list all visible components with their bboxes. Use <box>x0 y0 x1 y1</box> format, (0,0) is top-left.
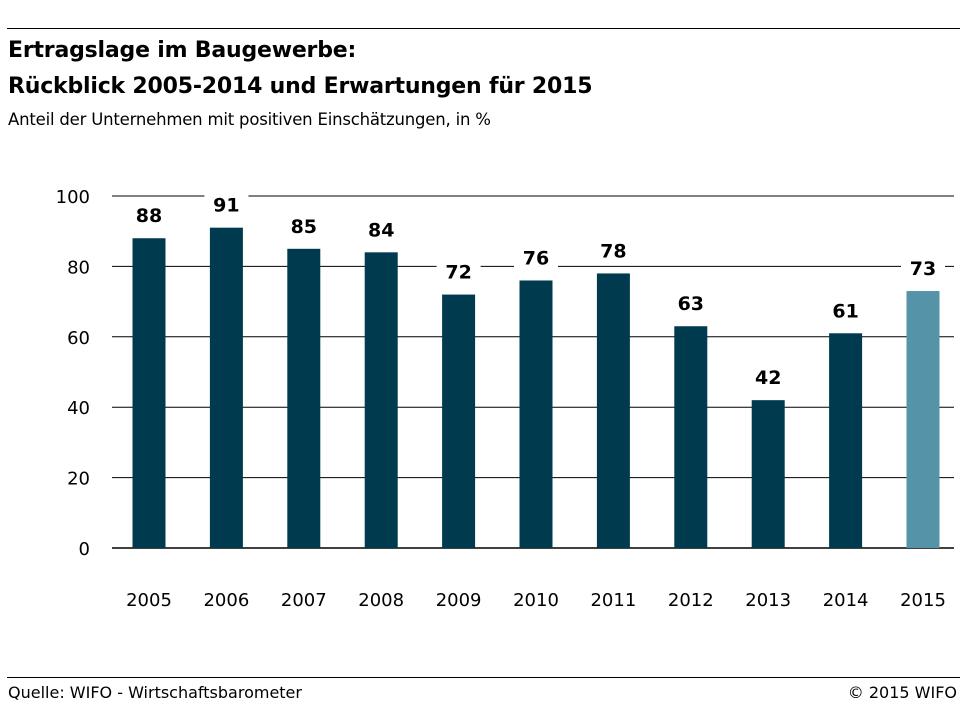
data-label: 63 <box>678 293 704 315</box>
data-label-background <box>901 254 945 281</box>
bar-2006 <box>209 227 243 548</box>
data-label-background <box>204 190 249 217</box>
bar-2008 <box>364 252 398 548</box>
bar-2012 <box>674 326 708 548</box>
bar-2014 <box>829 333 863 548</box>
data-label: 42 <box>755 367 781 389</box>
x-tick-label: 2009 <box>436 590 482 611</box>
data-label-background <box>127 201 171 228</box>
copyright-note: © 2015 WIFO <box>847 683 957 702</box>
data-label-background <box>359 215 404 242</box>
data-labels: 88 91 85 84 72 76 78 63 42 61 73 <box>127 190 945 390</box>
x-tick-label: 2008 <box>358 590 404 611</box>
x-tick-label: 2010 <box>513 590 559 611</box>
x-tick-label: 2013 <box>745 590 791 611</box>
x-axis-tick-labels: 2005 2006 2007 2008 2009 2010 2011 2012 2013 2014… <box>126 590 946 611</box>
chart-title-line-1: Ertragslage im Baugewerbe: <box>8 38 357 63</box>
y-tick-label: 20 <box>67 469 90 490</box>
data-label-background <box>668 289 713 316</box>
data-label-background <box>436 257 481 284</box>
bar-2007 <box>287 248 321 549</box>
x-tick-label: 2005 <box>126 590 172 611</box>
bar-2011 <box>596 273 630 548</box>
y-tick-label: 80 <box>67 257 90 278</box>
data-label-background <box>591 236 636 263</box>
bar-2005 <box>132 238 166 549</box>
x-tick-label: 2007 <box>281 590 327 611</box>
x-tick-label: 2012 <box>668 590 714 611</box>
y-tick-label: 0 <box>79 539 90 560</box>
x-tick-label: 2015 <box>900 590 946 611</box>
y-tick-label: 60 <box>67 328 90 349</box>
data-label-background <box>514 243 558 270</box>
bar-2013 <box>751 400 785 548</box>
y-tick-label: 40 <box>67 398 90 419</box>
data-label: 73 <box>910 258 936 280</box>
x-tick-label: 2006 <box>203 590 249 611</box>
data-label-background <box>746 363 791 390</box>
chart-subtitle: Anteil der Unternehmen mit positiven Ein… <box>8 110 491 129</box>
data-label-background <box>281 211 326 238</box>
data-label: 78 <box>600 240 626 262</box>
data-label: 91 <box>213 195 239 217</box>
data-label: 76 <box>523 247 549 269</box>
bar-expected-2015 <box>906 291 940 548</box>
source-note: Quelle: WIFO - Wirtschaftsbarometer <box>8 683 302 702</box>
data-label: 72 <box>445 262 471 284</box>
x-tick-label: 2011 <box>590 590 636 611</box>
y-axis-tick-labels: 0 20 40 60 80 100 <box>56 187 90 560</box>
x-tick-label: 2014 <box>823 590 869 611</box>
bars <box>132 227 940 549</box>
data-label-background <box>823 296 868 323</box>
bar-2010 <box>519 280 553 548</box>
data-label: 85 <box>291 216 317 238</box>
y-tick-label: 100 <box>56 187 90 208</box>
top-rule <box>7 28 960 29</box>
chart-title-line-2: Rückblick 2005-2014 und Erwartungen für … <box>8 74 593 99</box>
data-label: 84 <box>368 219 394 241</box>
bar-2009 <box>442 294 476 548</box>
bar-chart: 0 20 40 60 80 100 88 91 85 84 72 76 78 63 42 61 73 2005… <box>56 187 954 611</box>
bottom-rule <box>7 677 960 678</box>
data-label: 61 <box>832 300 858 322</box>
data-label: 88 <box>136 205 162 227</box>
